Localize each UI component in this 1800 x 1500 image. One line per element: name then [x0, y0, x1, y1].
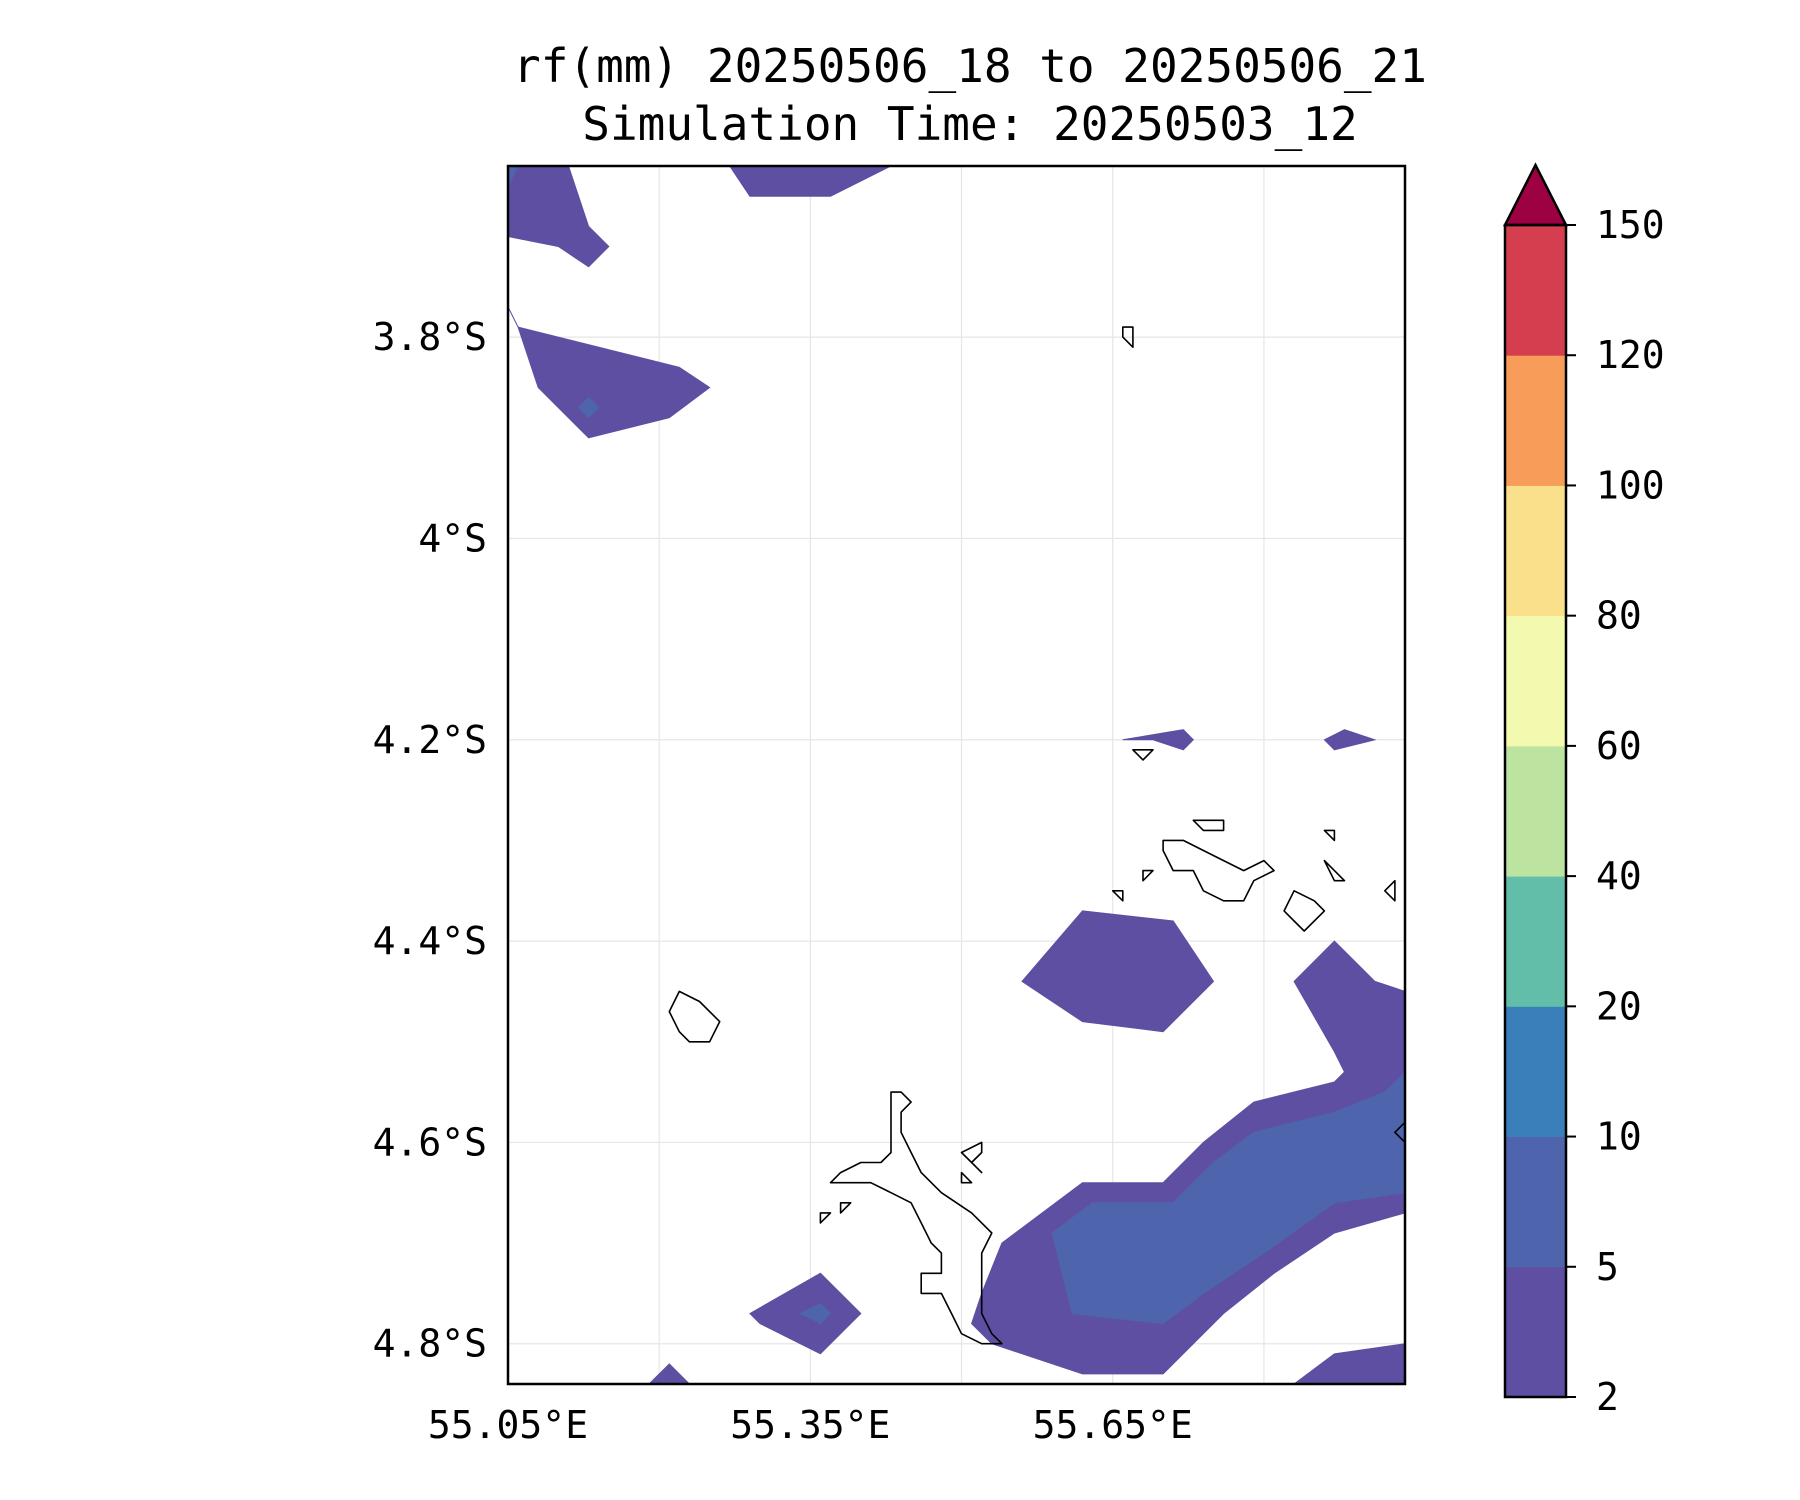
- colorbar: 2 5 10 20 40 60 80 100 120 150: [1502, 162, 1665, 1419]
- title-line-2: Simulation Time: 20250503_12: [582, 97, 1357, 151]
- rainfall-layer: [508, 166, 1405, 1384]
- colorbar-tick-label: 150: [1596, 203, 1665, 247]
- colorbar-segment: [1505, 1136, 1566, 1268]
- colorbar-tick-label: 5: [1596, 1245, 1619, 1289]
- colorbar-segment: [1505, 615, 1566, 747]
- rainfall-region: [1051, 1071, 1405, 1325]
- coastline: [1323, 829, 1336, 842]
- coastline: [1162, 839, 1275, 902]
- colorbar-tick-label: 2: [1596, 1375, 1619, 1419]
- colorbar-segment: [1505, 1266, 1566, 1398]
- rainfall-region: [508, 166, 519, 187]
- colorbar-frame: [1503, 223, 1568, 1399]
- rainfall-region: [799, 1302, 832, 1325]
- lon-tick-label: 55.35°E: [730, 1403, 890, 1447]
- coastline: [1394, 1121, 1405, 1144]
- coastline: [668, 990, 721, 1043]
- colorbar-segment: [1505, 876, 1566, 1007]
- coastline: [1122, 326, 1134, 349]
- rainfall-region: [1293, 1343, 1405, 1384]
- coastline-layer: [668, 326, 1405, 1345]
- coastline: [1132, 748, 1154, 761]
- colorbar-segment: [1505, 225, 1566, 356]
- coastline: [960, 1171, 973, 1184]
- coastline: [1283, 889, 1326, 932]
- lat-tick-label: 4.2°S: [373, 718, 487, 762]
- colorbar-tick-label: 80: [1596, 594, 1642, 638]
- colorbar-tick-label: 60: [1596, 724, 1642, 768]
- coastline: [1384, 879, 1396, 902]
- coastline: [819, 1212, 832, 1224]
- rainfall-region: [1323, 729, 1377, 751]
- colorbar-tick-label: 100: [1596, 463, 1665, 507]
- lon-tick-label: 55.65°E: [1033, 1403, 1193, 1447]
- colorbar-tick-label: 120: [1596, 333, 1665, 377]
- colorbar-tick-label: 20: [1596, 984, 1642, 1028]
- rainfall-region: [1021, 910, 1215, 1033]
- rainfall-region: [577, 396, 600, 419]
- coastline: [829, 1091, 1003, 1345]
- colorbar-extend-arrow: [1502, 162, 1569, 227]
- coastline: [970, 1161, 983, 1174]
- lat-tick-label: 3.8°S: [373, 315, 487, 359]
- lon-tick-label: 55.05°E: [428, 1403, 588, 1447]
- lat-tick-label: 4°S: [418, 516, 487, 560]
- colorbar-segment: [1505, 1006, 1566, 1137]
- map-frame: [506, 164, 1407, 1386]
- colorbar-segment: [1505, 745, 1566, 877]
- lat-tick-label: 4.4°S: [373, 919, 487, 963]
- coastline: [1192, 819, 1225, 832]
- colorbar-tick-label: 10: [1596, 1115, 1642, 1159]
- title-line-1: rf(mm) 20250506_18 to 20250506_21: [513, 39, 1427, 93]
- coastline: [960, 1141, 983, 1164]
- rainfall-region: [648, 1363, 691, 1384]
- colorbar-segment: [1505, 485, 1566, 617]
- colorbar-tick-label: 40: [1596, 854, 1642, 898]
- rainfall-region: [508, 166, 610, 268]
- lat-tick-label: 4.8°S: [373, 1322, 487, 1366]
- coastline: [1142, 869, 1154, 882]
- longitude-labels: 55.05°E 55.35°E 55.65°E: [428, 1403, 1193, 1447]
- colorbar-segment: [1505, 355, 1566, 486]
- coastline: [839, 1202, 852, 1214]
- rainfall-region: [1122, 729, 1195, 751]
- latitude-labels: 3.8°S 4°S 4.2°S 4.4°S 4.6°S 4.8°S: [373, 315, 487, 1366]
- coastline: [1111, 889, 1124, 902]
- coastline: [1323, 859, 1346, 882]
- rainfall-region: [508, 306, 711, 439]
- lat-tick-label: 4.6°S: [373, 1120, 487, 1164]
- rainfall-region: [729, 166, 892, 197]
